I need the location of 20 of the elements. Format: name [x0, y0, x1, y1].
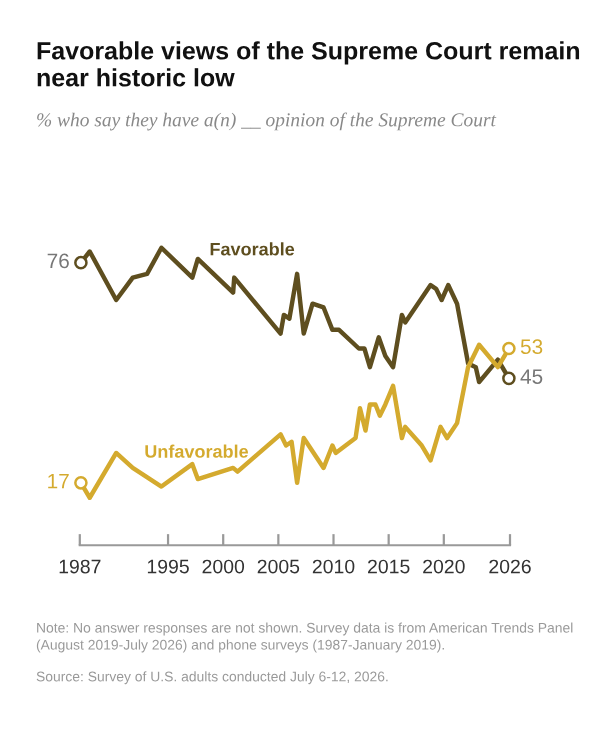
x-tick-label: 1987	[59, 559, 101, 574]
data-label: 76	[47, 253, 69, 269]
point	[74, 255, 88, 270]
series-label: Unfavorable	[145, 444, 249, 458]
point	[502, 371, 516, 386]
point	[74, 476, 88, 490]
x-tick-label: 2026	[489, 559, 531, 574]
x-tick-label: 2020	[423, 559, 465, 574]
series-label: Favorable	[210, 242, 295, 256]
chart-title: Favorable views of the Supreme Court remain near historic low	[37, 41, 580, 87]
data-label: 53	[520, 339, 543, 355]
chart-subtitle: % who say they have a(n) __ opinion of the Supreme Court	[37, 112, 497, 131]
x-tick-label: 2000	[202, 559, 245, 574]
x-tick-label: 1995	[147, 559, 189, 574]
x-tick-label: 2010	[312, 559, 355, 574]
x-tick-label: 2005	[257, 559, 300, 574]
data-label: 45	[520, 369, 543, 384]
point	[502, 341, 516, 356]
data-label: 17	[48, 473, 69, 489]
x-tick-label: 2015	[368, 559, 410, 574]
